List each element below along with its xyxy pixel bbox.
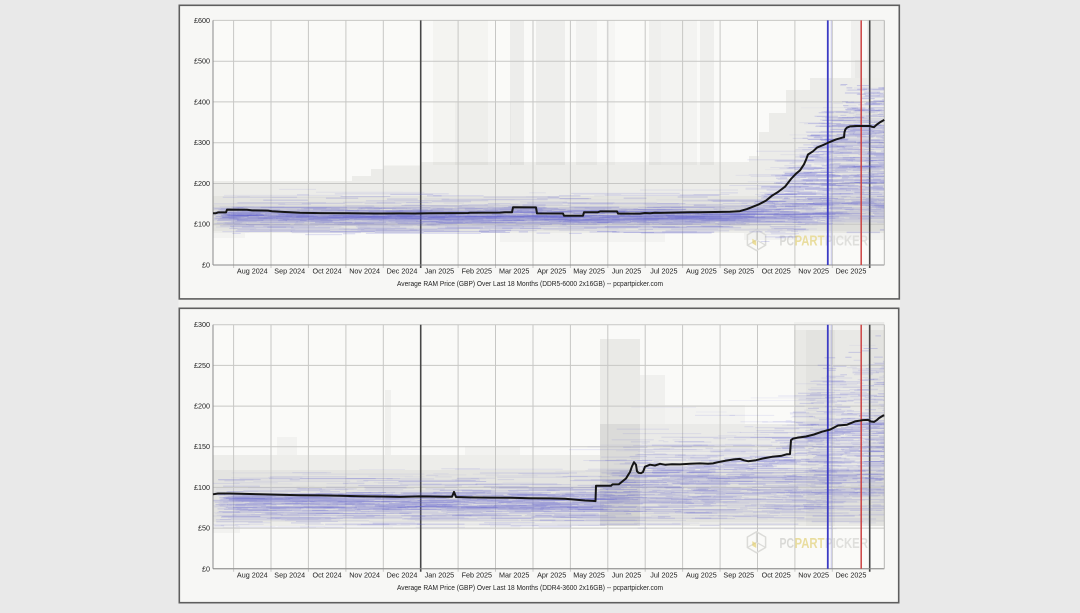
svg-text:Aug 2024: Aug 2024	[237, 267, 268, 276]
svg-text:£200: £200	[194, 179, 210, 188]
svg-text:Oct 2024: Oct 2024	[313, 267, 342, 276]
svg-text:Mar 2025: Mar 2025	[499, 571, 529, 580]
svg-text:PC: PC	[780, 535, 795, 552]
svg-text:Dec 2025: Dec 2025	[836, 571, 867, 580]
svg-text:£150: £150	[194, 442, 210, 451]
svg-text:Average RAM Price (GBP) Over L: Average RAM Price (GBP) Over Last 18 Mon…	[397, 281, 663, 288]
svg-text:£500: £500	[194, 57, 210, 66]
svg-text:Dec 2025: Dec 2025	[836, 267, 867, 276]
svg-text:Jan 2025: Jan 2025	[425, 267, 455, 276]
svg-text:PICKER: PICKER	[825, 535, 868, 552]
svg-text:Dec 2024: Dec 2024	[387, 267, 418, 276]
svg-text:£300: £300	[194, 138, 210, 147]
svg-text:Sep 2025: Sep 2025	[723, 267, 754, 276]
svg-text:Jul 2025: Jul 2025	[650, 571, 677, 580]
svg-text:PC: PC	[780, 233, 795, 250]
svg-text:Dec 2024: Dec 2024	[387, 571, 418, 580]
svg-text:Nov 2025: Nov 2025	[798, 571, 829, 580]
svg-text:Nov 2024: Nov 2024	[349, 267, 380, 276]
svg-text:PICKER: PICKER	[825, 233, 868, 250]
svg-text:PART: PART	[795, 233, 825, 250]
svg-text:Sep 2025: Sep 2025	[723, 571, 754, 580]
svg-text:£100: £100	[194, 220, 210, 229]
svg-text:May 2025: May 2025	[573, 267, 605, 276]
svg-text:Oct 2025: Oct 2025	[762, 571, 791, 580]
svg-text:£100: £100	[194, 483, 210, 492]
svg-text:Jan 2025: Jan 2025	[425, 571, 455, 580]
svg-text:Oct 2025: Oct 2025	[762, 267, 791, 276]
svg-text:Apr 2025: Apr 2025	[537, 571, 566, 580]
svg-text:Sep 2024: Sep 2024	[274, 267, 305, 276]
svg-text:Sep 2024: Sep 2024	[274, 571, 305, 580]
svg-text:Feb 2025: Feb 2025	[462, 267, 492, 276]
svg-text:Aug 2025: Aug 2025	[686, 571, 717, 580]
svg-text:£50: £50	[198, 524, 210, 533]
svg-text:Jul 2025: Jul 2025	[650, 267, 677, 276]
svg-text:Oct 2024: Oct 2024	[313, 571, 342, 580]
svg-text:£400: £400	[194, 97, 210, 106]
svg-text:Jun 2025: Jun 2025	[612, 267, 642, 276]
svg-text:£250: £250	[194, 361, 210, 370]
svg-text:£200: £200	[194, 402, 210, 411]
svg-text:Apr 2025: Apr 2025	[537, 267, 566, 276]
svg-text:£600: £600	[194, 16, 210, 25]
svg-text:PART: PART	[795, 535, 825, 552]
svg-text:Aug 2024: Aug 2024	[237, 571, 268, 580]
svg-text:May 2025: May 2025	[573, 571, 605, 580]
svg-text:Jun 2025: Jun 2025	[612, 571, 642, 580]
svg-text:Nov 2025: Nov 2025	[798, 267, 829, 276]
svg-text:Mar 2025: Mar 2025	[499, 267, 529, 276]
svg-text:£0: £0	[202, 261, 210, 270]
svg-text:Average RAM Price (GBP) Over L: Average RAM Price (GBP) Over Last 18 Mon…	[397, 585, 663, 592]
svg-text:£300: £300	[194, 320, 210, 329]
svg-text:£0: £0	[202, 564, 210, 573]
svg-text:Aug 2025: Aug 2025	[686, 267, 717, 276]
svg-text:Nov 2024: Nov 2024	[349, 571, 380, 580]
svg-text:Feb 2025: Feb 2025	[462, 571, 492, 580]
